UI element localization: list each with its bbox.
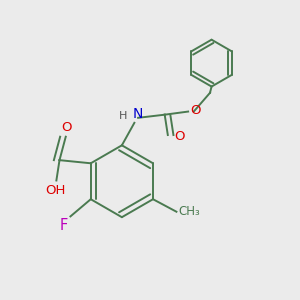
Text: O: O [190, 104, 200, 117]
Text: O: O [61, 121, 72, 134]
Text: H: H [119, 111, 128, 121]
Text: OH: OH [45, 184, 65, 196]
Text: N: N [133, 107, 143, 121]
Text: O: O [175, 130, 185, 143]
Text: F: F [60, 218, 68, 233]
Text: CH₃: CH₃ [178, 205, 200, 218]
